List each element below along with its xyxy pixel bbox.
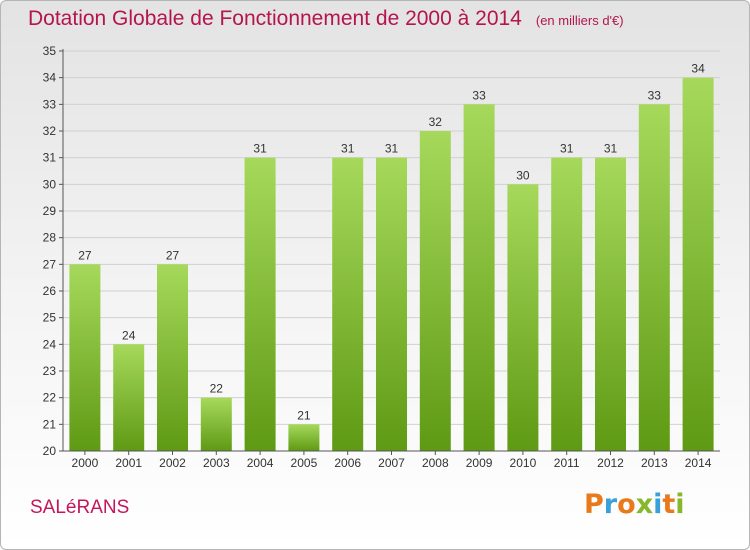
- bar-2003: [200, 397, 232, 451]
- y-axis: 20 21 22 23 24 25 26 27 28 29 30 31 32 33 34 35: [43, 44, 64, 458]
- x-tick-label: 2010: [510, 456, 537, 470]
- chart-title-block: Dotation Globale de Fonctionnement de 20…: [28, 7, 624, 31]
- bar-2005: [288, 424, 320, 451]
- x-tick-label: 2007: [378, 456, 405, 470]
- y-tick-label: 22: [43, 391, 57, 405]
- bar-2009: [463, 104, 495, 451]
- bar-value-label: 34: [691, 62, 705, 76]
- y-tick-label: 20: [43, 444, 57, 458]
- y-tick-label: 26: [43, 284, 57, 298]
- x-tick-label: 2000: [72, 456, 99, 470]
- bar-2014: [682, 77, 714, 452]
- bar-value-label: 21: [297, 408, 311, 422]
- bar-2006: [332, 157, 364, 451]
- bar-2013: [638, 104, 670, 451]
- bar-value-label: 24: [122, 328, 136, 342]
- bar-2002: [157, 264, 188, 451]
- bar-2001: [113, 344, 145, 451]
- y-tick-label: 24: [43, 337, 57, 351]
- bar-value-label: 22: [210, 382, 224, 396]
- bar-value-label: 31: [560, 142, 574, 156]
- logo-letter: o: [617, 489, 636, 520]
- bar-2000: [69, 264, 101, 451]
- bar-value-label: 33: [648, 88, 662, 102]
- logo-letter: x: [635, 489, 654, 520]
- x-tick-label: 2011: [554, 456, 580, 470]
- x-tick-label: 2003: [203, 456, 230, 470]
- x-tick-label: 2002: [159, 456, 186, 470]
- y-tick-label: 21: [43, 417, 57, 431]
- x-tick-label: 2006: [334, 456, 361, 470]
- bar-2010: [507, 184, 539, 452]
- x-tick-label: 2014: [685, 456, 712, 470]
- bar-value-label: 31: [385, 142, 399, 156]
- x-tick-label: 2001: [115, 456, 142, 470]
- y-tick-label: 35: [43, 44, 57, 58]
- logo-letter: r: [603, 489, 618, 520]
- x-tick-label: 2008: [422, 456, 449, 470]
- bar-value-label: 27: [166, 248, 180, 262]
- bar-2007: [376, 157, 407, 451]
- y-tick-label: 32: [43, 124, 57, 138]
- bar-value-label: 27: [78, 248, 92, 262]
- x-axis: 2000 2001 2002 2003 2004 2005 2006 2007 2008 2009…: [63, 450, 720, 470]
- bar-2004: [244, 157, 276, 451]
- y-tick-label: 34: [43, 71, 57, 85]
- logo-letter: i: [653, 489, 663, 520]
- x-tick-label: 2012: [597, 456, 624, 470]
- bar-value-label: 33: [472, 88, 486, 102]
- chart-title: Dotation Globale de Fonctionnement de 20…: [28, 7, 522, 30]
- bar-value-label: 31: [604, 142, 618, 156]
- bar-2011: [551, 157, 583, 451]
- y-tick-label: 29: [43, 204, 57, 218]
- x-tick-label: 2009: [466, 456, 493, 470]
- logo-letter: t: [662, 489, 676, 520]
- bar-value-label: 31: [253, 142, 267, 156]
- x-tick-label: 2013: [641, 456, 668, 470]
- x-tick-label: 2004: [247, 456, 274, 470]
- chart-subtitle: (en milliers d'€): [535, 13, 624, 28]
- logo-letter: P: [584, 489, 604, 520]
- proxiti-logo[interactable]: Proxiti: [584, 489, 685, 520]
- bar-value-label: 31: [341, 142, 355, 156]
- y-tick-label: 31: [43, 151, 57, 165]
- y-tick-label: 30: [43, 177, 57, 191]
- logo-letter: i: [675, 489, 685, 520]
- y-tick-label: 33: [43, 97, 57, 111]
- y-tick-label: 23: [43, 364, 57, 378]
- x-tick-label: 2005: [291, 456, 318, 470]
- bar-value-label: 32: [429, 115, 443, 129]
- y-tick-label: 28: [43, 231, 57, 245]
- bar-value-label: 30: [516, 168, 530, 182]
- bar-2012: [595, 157, 626, 451]
- city-name: SALéRANS: [30, 497, 130, 518]
- y-tick-label: 25: [43, 311, 57, 325]
- y-tick-label: 27: [43, 257, 57, 271]
- bars: 27 24 27 22 31 21 31 31 32 33 30 31 31 33 34: [69, 62, 714, 452]
- bar-2008: [419, 131, 451, 451]
